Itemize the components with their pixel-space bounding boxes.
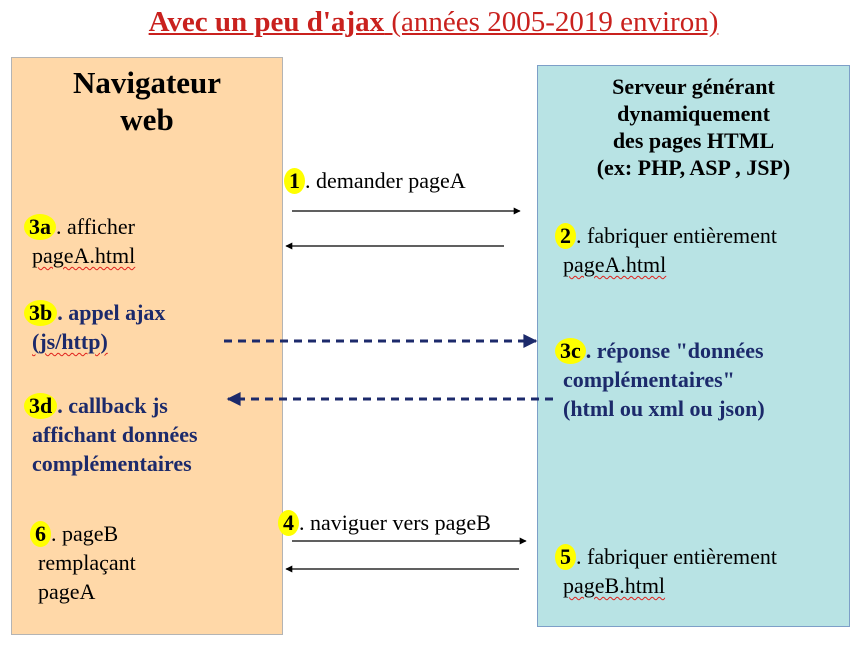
step-3c: 3c. réponse "données complémentaires" (h… [555,336,765,423]
badge-3d: 3d [24,393,58,419]
badge-3c: 3c [555,338,586,364]
step-5-text: . fabriquer entièrement [576,544,777,569]
step-2-line2: pageA.html [563,252,667,277]
server-title-line4: (ex: PHP, ASP , JSP) [596,155,791,180]
step-3a: 3a. afficher pageA.html [24,212,135,270]
step-5: 5. fabriquer entièrement pageB.html [555,542,777,600]
client-title-line1: Navigateur [72,65,222,100]
step-6-line3: pageA [38,579,96,604]
step-3c-line2: complémentaires" [563,367,735,392]
step-5-line2: pageB.html [563,573,666,598]
server-title-line2: dynamiquement [617,101,770,126]
client-title: Navigateur web [11,64,283,138]
step-3d-line3: complémentaires [32,451,192,476]
badge-6: 6 [30,521,51,547]
step-3b-line2: (js/http) [32,329,108,354]
diagram-title: Avec un peu d'ajax (années 2005-2019 env… [0,6,867,39]
step-2: 2. fabriquer entièrement pageA.html [555,221,777,279]
step-3b-text: . appel ajax [57,300,166,325]
badge-4: 4 [278,510,299,536]
step-4: 4. naviguer vers pageB [278,508,491,537]
badge-5: 5 [555,544,576,570]
badge-3a: 3a [24,214,56,240]
client-box [11,57,283,635]
step-3d: 3d. callback js affichant données complé… [24,391,198,478]
step-6-text: . pageB [51,521,119,546]
step-6-line2: remplaçant [38,550,136,575]
step-1-text: . demander pageA [305,168,466,193]
step-3c-text: . réponse "données [585,338,764,363]
step-3d-line2: affichant données [32,422,198,447]
server-title-line1: Serveur générant [612,74,775,99]
step-3c-line3: (html ou xml ou json) [563,396,765,421]
server-title: Serveur générant dynamiquement des pages… [537,73,850,181]
step-3b: 3b. appel ajax (js/http) [24,298,165,356]
step-4-text: . naviguer vers pageB [299,510,491,535]
badge-2: 2 [555,223,576,249]
server-title-line3: des pages HTML [612,128,775,153]
badge-1: 1 [284,168,305,194]
step-2-text: . fabriquer entièrement [576,223,777,248]
step-3d-text: . callback js [57,393,168,418]
title-bold: Avec un peu d'ajax [148,6,385,38]
server-box [537,65,850,627]
badge-3b: 3b [24,300,58,326]
step-3a-line2: pageA.html [32,243,136,268]
step-3a-text: . afficher [56,214,135,239]
client-title-line2: web [120,102,174,137]
step-1: 1. demander pageA [284,166,466,195]
title-normal: (années 2005-2019 environ) [384,6,719,38]
step-6: 6. pageB remplaçant pageA [30,519,136,606]
